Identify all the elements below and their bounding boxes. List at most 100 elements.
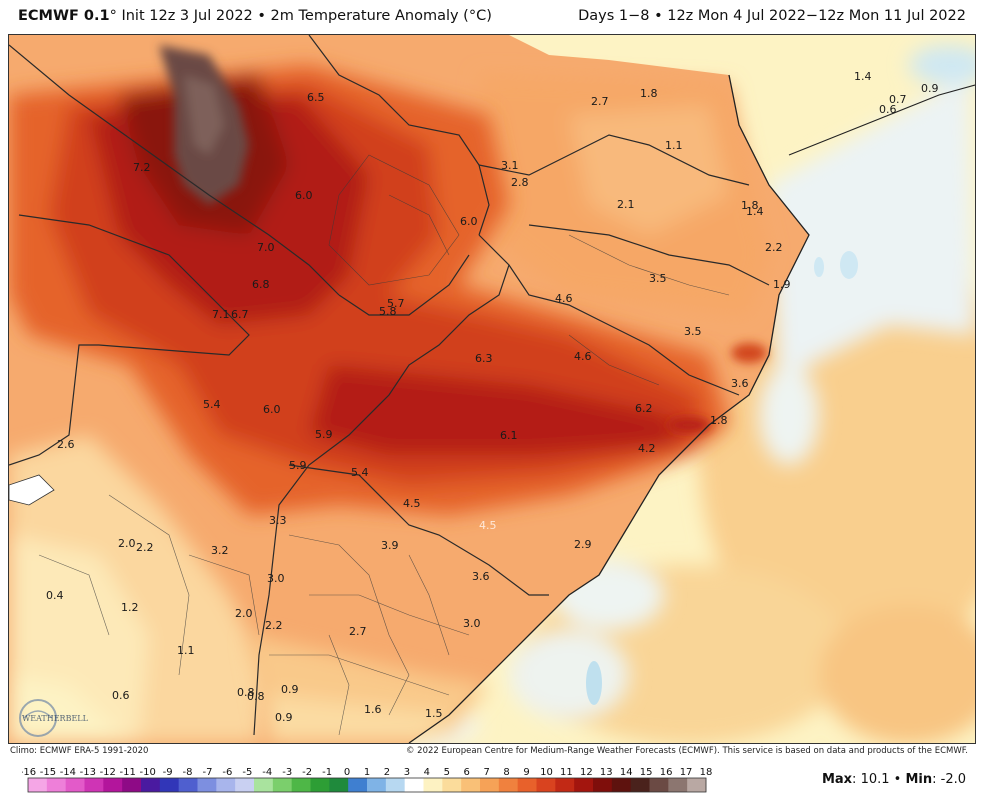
south-mild-area: [249, 635, 489, 743]
climo-note: Climo: ECMWF ERA-5 1991-2020: [10, 746, 149, 756]
weatherbell-logo-icon: [19, 699, 57, 737]
anomaly-label: 2.0: [118, 537, 136, 550]
scale-swatch: [517, 778, 537, 792]
anomaly-label: 1.1: [177, 644, 195, 657]
anomaly-label: 0.9: [281, 683, 299, 696]
scale-tick-label: 6: [464, 767, 470, 778]
scale-tick-label: 7: [483, 767, 489, 778]
scale-tick-label: -4: [262, 767, 272, 778]
scale-tick-label: 0: [344, 767, 350, 778]
anomaly-label: 1.6: [364, 703, 382, 716]
scale-swatch: [630, 778, 650, 792]
scale-swatch: [216, 778, 236, 792]
scale-tick-label: 18: [700, 767, 712, 778]
color-scale: -16-15-14-13-12-11-10-9-8-7-6-5-4-3-2-10…: [20, 764, 712, 800]
scale-swatch: [84, 778, 104, 792]
anomaly-label: 2.7: [591, 95, 609, 108]
scale-tick-label: 14: [620, 767, 633, 778]
anomaly-label: 0.8: [247, 690, 265, 703]
anomaly-label: 0.8: [237, 686, 255, 699]
scale-swatch: [555, 778, 575, 792]
scale-tick-label: -13: [80, 767, 96, 778]
west-coast-inlet: [9, 474, 55, 506]
scale-swatch: [329, 778, 349, 792]
min-value: -2.0: [940, 772, 966, 787]
scale-tick-label: -8: [183, 767, 193, 778]
logo-text: WEATHERBELL: [22, 714, 89, 723]
scale-swatch: [668, 778, 688, 792]
scale-swatch: [480, 778, 500, 792]
forecast-period: Days 1−8 • 12z Mon 4 Jul 2022−12z Mon 11…: [578, 8, 966, 24]
weatherbell-logo: WEATHERBELL: [14, 694, 100, 740]
coastline-north: [788, 84, 975, 156]
anomaly-label: 7.2: [133, 161, 151, 174]
scale-tick-label: -2: [302, 767, 312, 778]
anomaly-label: 6.0: [263, 403, 281, 416]
anomaly-label: 6.8: [252, 278, 270, 291]
anomaly-label: 3.3: [269, 514, 287, 527]
scale-swatch: [122, 778, 142, 792]
max-label: Max: [821, 772, 853, 787]
anomaly-label: 3.5: [684, 325, 702, 338]
anomaly-label: 1.8: [741, 199, 759, 212]
anomaly-label: 2.9: [574, 538, 592, 551]
anomaly-label: 1.9: [773, 278, 791, 291]
scale-swatch: [687, 778, 707, 792]
degree-mark: °: [109, 8, 117, 24]
anomaly-label: 2.2: [265, 619, 283, 632]
anomaly-label: 0.7: [889, 93, 907, 106]
scale-swatch: [442, 778, 462, 792]
scale-tick-label: 8: [503, 767, 509, 778]
anomaly-label: 0.6: [879, 103, 897, 116]
anomaly-label: 1.2: [121, 601, 139, 614]
anomaly-labels: 6.57.26.07.06.87.1 6.75.75.86.02.71.81.40…: [46, 70, 939, 724]
anomaly-label: 6.7: [231, 308, 249, 321]
scale-tick-label: 13: [600, 767, 613, 778]
scale-tick-label: -7: [202, 767, 212, 778]
anomaly-label: 3.0: [463, 617, 481, 630]
scale-tick-label: -14: [60, 767, 76, 778]
scale-tick-label: 5: [444, 767, 450, 778]
scale-tick-label: 4: [424, 767, 430, 778]
scale-swatch: [385, 778, 406, 792]
init-description: Init 12z 3 Jul 2022 • 2m Temperature Ano…: [121, 8, 492, 24]
scale-swatch: [291, 778, 311, 792]
anomaly-label: 6.0: [460, 215, 478, 228]
scale-tick-label: 3: [404, 767, 410, 778]
anomaly-label: 3.5: [649, 272, 667, 285]
scale-tick-label: -5: [242, 767, 252, 778]
anomaly-label: 6.5: [307, 91, 325, 104]
scale-swatch: [197, 778, 217, 792]
scale-tick-label: 16: [660, 767, 673, 778]
anomaly-label: 1.4: [854, 70, 872, 83]
max-value: 10.1: [860, 772, 890, 787]
scale-swatch: [159, 778, 180, 792]
scale-tick-label: -10: [139, 767, 155, 778]
scale-swatch: [404, 778, 424, 792]
scale-swatch: [178, 778, 198, 792]
anomaly-label: 1.8: [640, 87, 658, 100]
anomaly-label: 0.9: [275, 711, 293, 724]
scale-tick-label: 10: [540, 767, 553, 778]
scale-tick-label: 12: [580, 767, 593, 778]
model-name: ECMWF 0.1: [18, 8, 110, 24]
anomaly-label: 5.4: [351, 466, 369, 479]
anomaly-label: 4.6: [574, 350, 592, 363]
anomaly-label: 4.6: [555, 292, 573, 305]
scale-tick-label: 15: [640, 767, 653, 778]
scale-swatch: [574, 778, 594, 792]
anomaly-label: 4.5: [403, 497, 421, 510]
max-min-readout: Max: 10.1 • Min: -2.0: [821, 772, 966, 787]
northeast-warm-area: [479, 75, 769, 315]
scale-swatch: [46, 778, 67, 792]
anomaly-label: 0.6: [112, 689, 130, 702]
anomaly-label: 3.6: [731, 377, 749, 390]
anomaly-label: 5.9: [315, 428, 333, 441]
political-borders: [9, 35, 770, 736]
anomaly-label: 6.0: [295, 189, 313, 202]
anomaly-label: 3.9: [381, 539, 399, 552]
scale-swatch: [141, 778, 161, 792]
anomaly-label: 3.0: [267, 572, 285, 585]
min-label: Min: [905, 772, 933, 787]
scale-tick-label: -15: [40, 767, 56, 778]
